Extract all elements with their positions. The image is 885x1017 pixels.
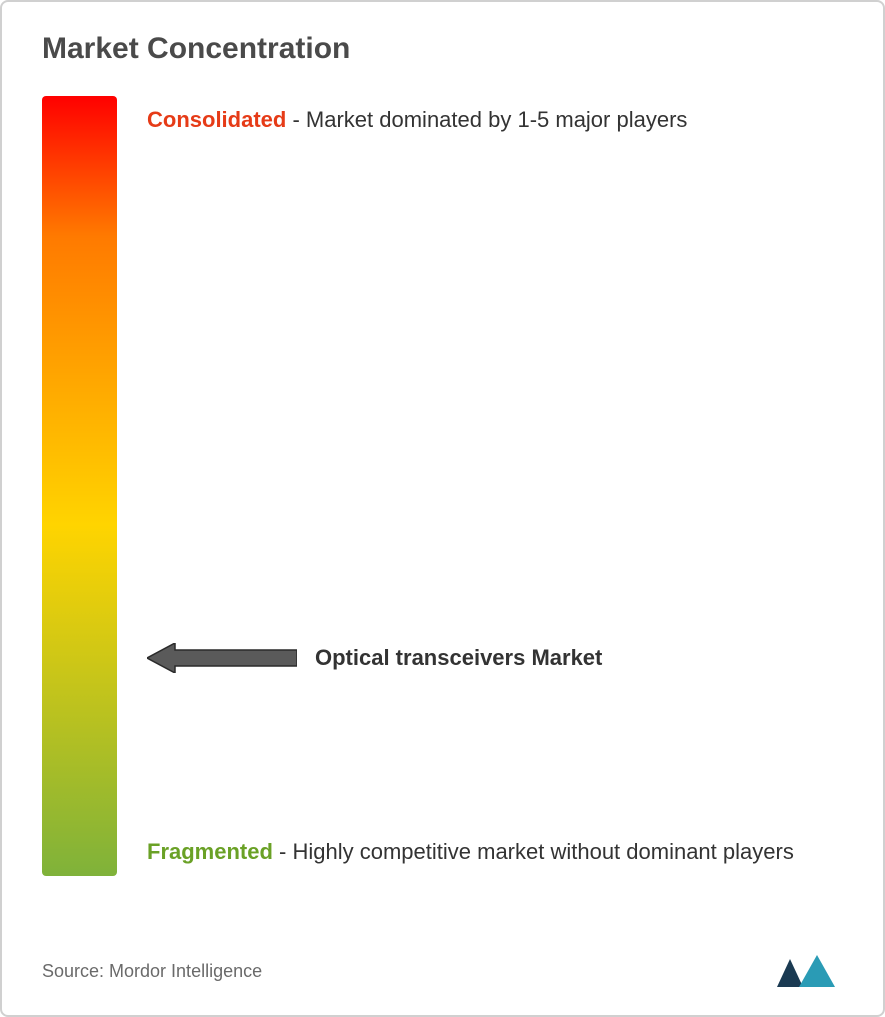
concentration-gradient-bar <box>42 96 117 876</box>
footer: Source: Mordor Intelligence <box>42 951 843 991</box>
content-row: Consolidated - Market dominated by 1-5 m… <box>42 96 843 906</box>
market-pointer-row: Optical transceivers Market <box>147 643 602 673</box>
page-title: Market Concentration <box>42 32 843 66</box>
consolidated-label: Consolidated - Market dominated by 1-5 m… <box>147 96 687 144</box>
consolidated-desc: - Market dominated by 1-5 major players <box>292 107 687 132</box>
infographic-container: Market Concentration Consolidated - Mark… <box>2 2 883 1015</box>
fragmented-desc: - Highly competitive market without domi… <box>279 839 794 864</box>
arrow-left-icon <box>147 643 297 673</box>
source-attribution: Source: Mordor Intelligence <box>42 961 262 982</box>
labels-column: Consolidated - Market dominated by 1-5 m… <box>147 96 843 876</box>
market-name-label: Optical transceivers Market <box>315 645 602 671</box>
consolidated-highlight: Consolidated <box>147 107 286 132</box>
fragmented-highlight: Fragmented <box>147 839 273 864</box>
fragmented-label: Fragmented - Highly competitive market w… <box>147 828 794 876</box>
brand-logo-icon <box>773 951 843 991</box>
